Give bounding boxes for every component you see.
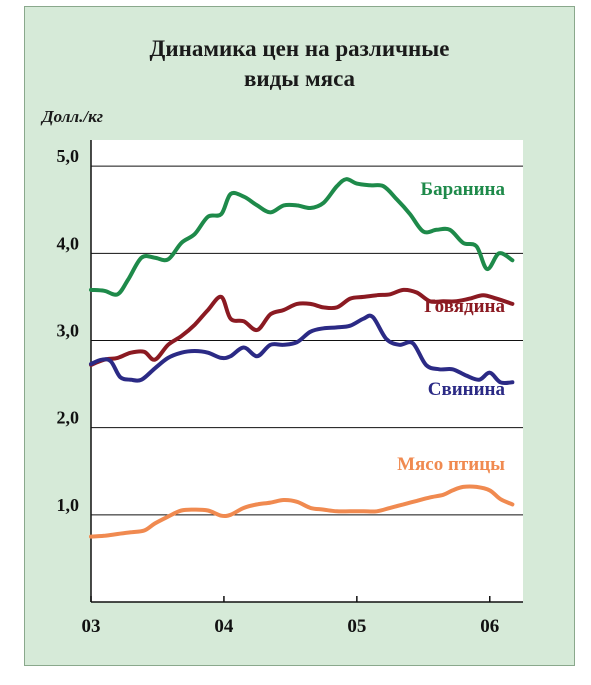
series-label-beef: Говядина <box>424 296 505 317</box>
x-tick-label-1: 04 <box>214 616 234 637</box>
tick-labels: 1,0 2,0 3,0 4,0 5,0 03 04 05 06 <box>57 146 500 637</box>
series-line-lamb <box>89 177 515 297</box>
series-label-lamb: Баранина <box>421 179 506 200</box>
series-lines <box>89 177 515 539</box>
series-labels: Баранина Говядина Свинина Мясо птицы <box>397 179 505 475</box>
y-tick-label-2: 3,0 <box>57 320 80 340</box>
y-axis-label: Долл./кг <box>40 107 103 126</box>
series-label-poultry: Мясо птицы <box>397 454 505 475</box>
gridlines <box>91 165 523 516</box>
chart-title-line-1: Динамика цен на различные <box>149 36 450 61</box>
chart-title-line-2: виды мяса <box>243 66 356 91</box>
series-line-pork <box>89 313 515 386</box>
y-tick-label-4: 5,0 <box>57 146 80 166</box>
y-tick-label-1: 2,0 <box>57 408 80 428</box>
axes <box>90 140 523 603</box>
x-tick-label-3: 06 <box>480 616 499 637</box>
chart-title: Динамика цен на различные виды мяса <box>24 34 575 94</box>
y-tick-label-0: 1,0 <box>57 495 80 515</box>
x-tick-label-2: 05 <box>347 616 366 637</box>
x-tick-label-0: 03 <box>82 616 101 637</box>
series-line-beef <box>89 287 515 367</box>
y-tick-label-3: 4,0 <box>57 233 80 253</box>
series-line-poultry <box>89 484 515 539</box>
series-label-pork: Свинина <box>428 379 506 400</box>
